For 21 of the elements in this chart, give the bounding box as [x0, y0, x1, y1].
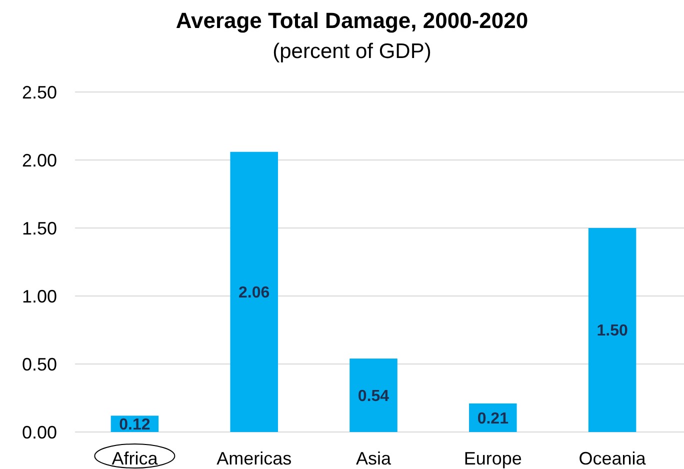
- bar: [350, 358, 398, 432]
- y-tick-label: 1.00: [22, 286, 57, 306]
- x-tick-label: Europe: [464, 448, 522, 468]
- x-tick-label: Asia: [356, 448, 392, 468]
- data-label: 1.50: [596, 322, 628, 340]
- y-tick-label: 2.50: [22, 82, 57, 102]
- x-tick-label: Oceania: [578, 448, 647, 468]
- y-tick-label: 1.50: [22, 218, 57, 238]
- chart-subtitle: (percent of GDP): [272, 40, 432, 63]
- data-label: 0.12: [119, 416, 150, 434]
- x-tick-label: Americas: [216, 448, 292, 468]
- data-label: 2.06: [238, 284, 270, 302]
- bar: [588, 228, 636, 432]
- y-tick-label: 0.50: [22, 354, 57, 374]
- y-tick-label: 2.00: [22, 150, 57, 170]
- x-tick-label: Africa: [112, 448, 159, 468]
- data-label: 0.54: [358, 388, 390, 405]
- y-tick-label: 0.00: [22, 422, 57, 442]
- data-label: 0.21: [477, 410, 509, 428]
- bar: [230, 152, 278, 432]
- chart-title: Average Total Damage, 2000-2020: [176, 8, 528, 33]
